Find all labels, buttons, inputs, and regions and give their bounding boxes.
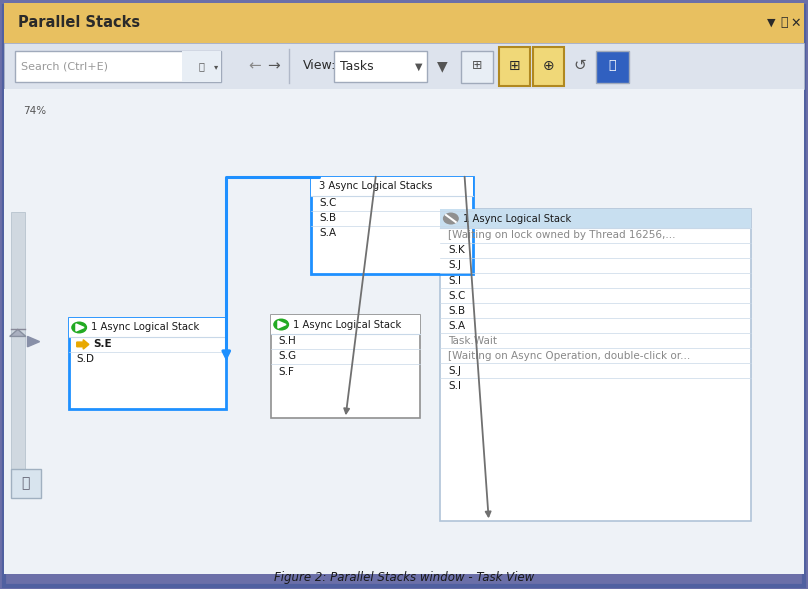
Polygon shape: [76, 324, 84, 331]
Text: Figure 2: Parallel Stacks window - Task View: Figure 2: Parallel Stacks window - Task …: [274, 571, 534, 584]
Text: S.A: S.A: [319, 228, 336, 238]
Polygon shape: [27, 336, 40, 347]
Text: S.I: S.I: [448, 380, 461, 391]
Text: 🔍: 🔍: [198, 62, 204, 71]
Text: 1 Async Logical Stack: 1 Async Logical Stack: [91, 323, 200, 332]
Text: 1 Async Logical Stack: 1 Async Logical Stack: [293, 320, 402, 329]
Bar: [311, 177, 473, 196]
FancyBboxPatch shape: [271, 315, 420, 418]
Text: Tasks: Tasks: [340, 60, 374, 73]
Text: ⤢: ⤢: [22, 477, 30, 491]
Polygon shape: [278, 321, 286, 328]
Text: 𝘗: 𝘗: [780, 16, 788, 29]
Text: ✕: ✕: [791, 16, 801, 29]
FancyBboxPatch shape: [4, 6, 804, 586]
FancyBboxPatch shape: [334, 51, 427, 82]
Text: Task.Wait: Task.Wait: [448, 336, 498, 346]
Text: S.B: S.B: [319, 213, 336, 223]
Text: →: →: [267, 58, 280, 74]
Text: 74%: 74%: [23, 107, 46, 116]
Text: Search (Ctrl+E): Search (Ctrl+E): [21, 62, 108, 71]
Text: ▼: ▼: [436, 59, 448, 73]
FancyBboxPatch shape: [311, 177, 473, 274]
FancyBboxPatch shape: [499, 47, 530, 86]
Circle shape: [444, 213, 458, 224]
Text: View:: View:: [303, 59, 336, 72]
Text: ▼: ▼: [415, 62, 423, 71]
Bar: [440, 209, 751, 228]
Text: S.K: S.K: [448, 246, 465, 256]
Text: [Waiting on Async Operation, double-click or...: [Waiting on Async Operation, double-clic…: [448, 350, 691, 360]
Text: ▼: ▼: [768, 18, 776, 28]
Text: S.E: S.E: [93, 339, 112, 349]
Text: ⊞: ⊞: [472, 59, 482, 72]
Bar: [69, 318, 226, 337]
FancyBboxPatch shape: [461, 51, 493, 83]
Text: S.C: S.C: [448, 290, 466, 300]
Text: 3 Async Logical Stacks: 3 Async Logical Stacks: [319, 181, 432, 191]
Text: ▾: ▾: [213, 62, 218, 71]
Text: ⊞: ⊞: [509, 59, 520, 73]
Text: S.J: S.J: [448, 260, 461, 270]
FancyBboxPatch shape: [440, 209, 751, 521]
Text: S.G: S.G: [279, 352, 297, 362]
FancyArrow shape: [10, 329, 26, 336]
Text: S.B: S.B: [448, 306, 465, 316]
Bar: [4, 3, 804, 43]
Text: S.J: S.J: [448, 366, 461, 376]
FancyBboxPatch shape: [11, 469, 41, 498]
Bar: [4, 89, 804, 574]
Text: S.D: S.D: [77, 355, 95, 365]
Text: ⊕: ⊕: [543, 59, 554, 73]
Circle shape: [274, 319, 288, 330]
Text: [Waiting on lock owned by Thread 16256,...: [Waiting on lock owned by Thread 16256,.…: [448, 230, 676, 240]
FancyBboxPatch shape: [596, 51, 629, 83]
Text: S.F: S.F: [279, 366, 295, 376]
FancyBboxPatch shape: [533, 47, 564, 86]
Text: S.C: S.C: [319, 198, 337, 208]
Text: 💾: 💾: [608, 59, 617, 72]
FancyBboxPatch shape: [69, 318, 226, 409]
Bar: [271, 315, 420, 334]
FancyBboxPatch shape: [15, 51, 221, 82]
Text: ↺: ↺: [574, 58, 587, 74]
Bar: [11, 212, 25, 471]
FancyBboxPatch shape: [182, 51, 221, 82]
Polygon shape: [77, 340, 89, 349]
Circle shape: [72, 322, 86, 333]
Text: Parallel Stacks: Parallel Stacks: [18, 15, 140, 31]
Text: 1 Async Logical Stack: 1 Async Logical Stack: [463, 214, 571, 223]
Bar: [4, 43, 804, 89]
Text: S.H: S.H: [279, 336, 297, 346]
Text: S.I: S.I: [448, 276, 461, 286]
Text: ←: ←: [248, 58, 261, 74]
Text: S.A: S.A: [448, 320, 465, 330]
